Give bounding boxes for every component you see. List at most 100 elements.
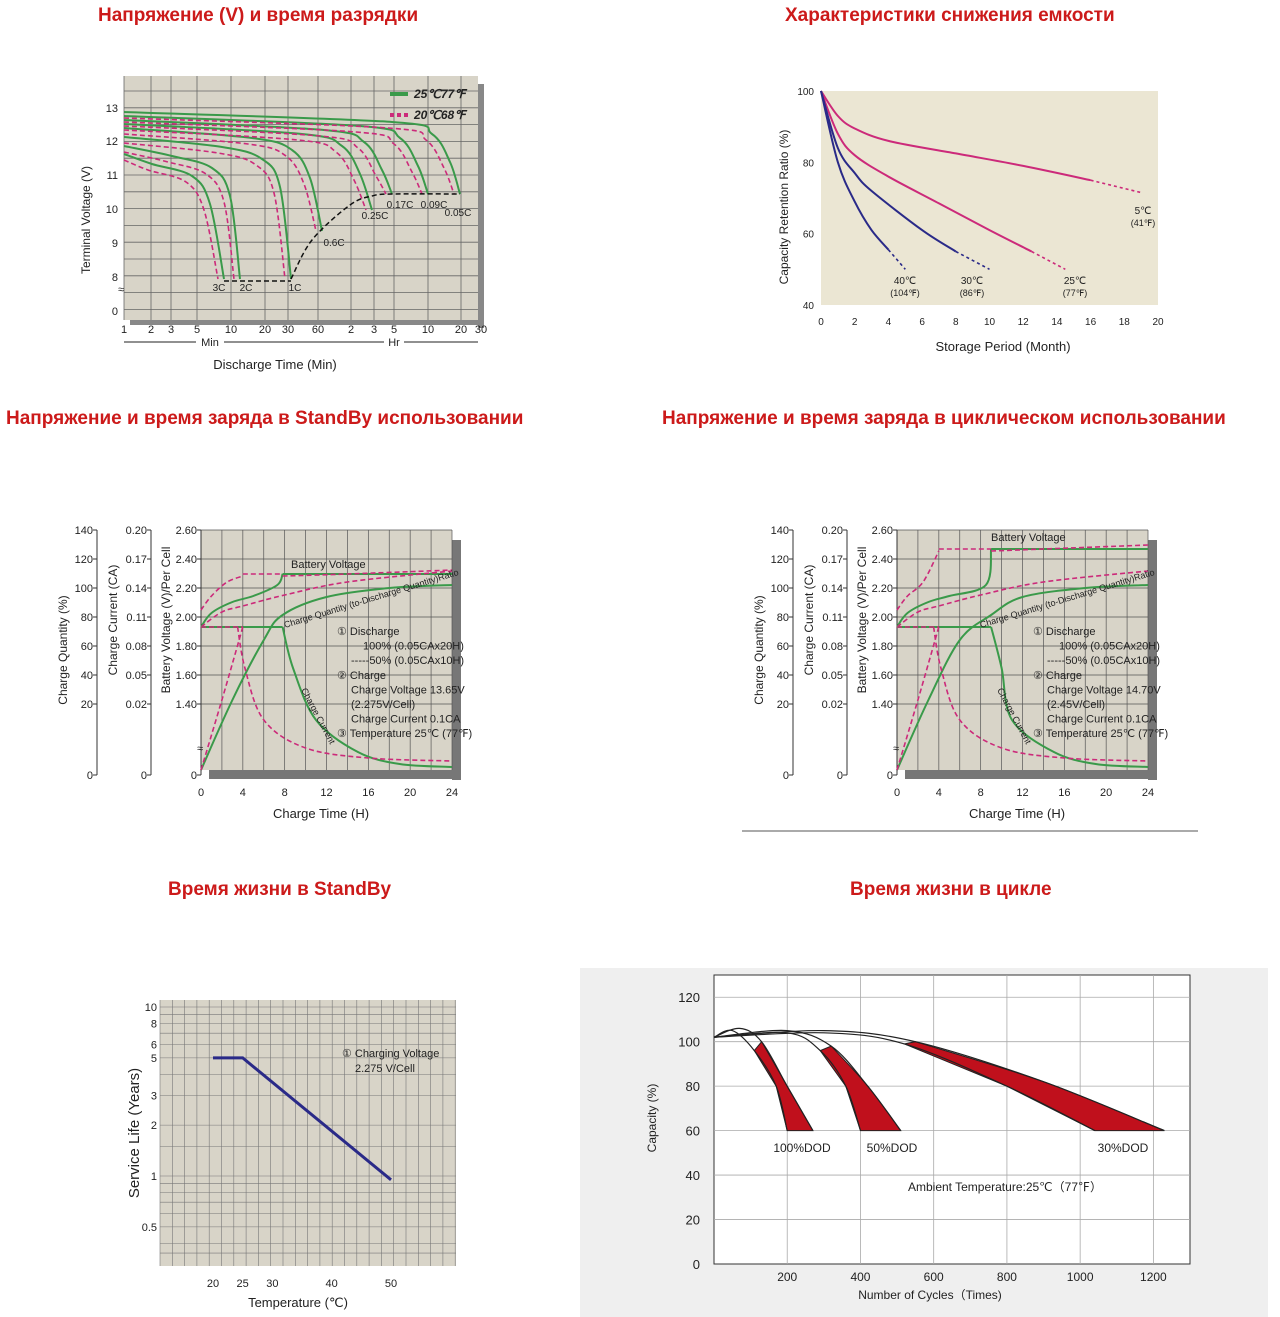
cyclic-charge-quantity-50-curve	[896, 570, 1149, 628]
cyclic-charge-voltage-50-curve	[896, 550, 940, 611]
cyclic-charge-y-tick-label: 0.05	[822, 670, 843, 682]
cyclic-charge-note-line: Charge Voltage 14.70V	[1047, 684, 1161, 696]
standby-charge-y-tick-label: 0.14	[126, 583, 147, 595]
cycle-life-x-tick-label: 1000	[1067, 1270, 1094, 1284]
standby-charge-y-tick-label: 60	[81, 641, 93, 653]
discharge-y-tick-label: 10	[106, 204, 118, 216]
discharge-rate-label: 0.09C	[421, 200, 448, 211]
discharge-series-3C-25c	[123, 153, 225, 280]
cyclic-charge-y-tick-label: 80	[777, 612, 789, 624]
standby-charge-note-line: (2.275V/Cell)	[351, 699, 415, 711]
cyclic-charge-voltage-100-curve	[896, 548, 993, 628]
discharge-x-tick-label: 10	[225, 324, 237, 336]
standby-life-y-tick-label: 1	[151, 1171, 157, 1183]
cyclic-charge-axis-break: ≈	[893, 743, 899, 755]
standby-charge-x-tick-label: 12	[320, 787, 332, 799]
cyclic-charge-x-tick-label: 20	[1100, 787, 1112, 799]
standby-charge-y-tick-label: 0.20	[126, 525, 147, 537]
capacity-y-axis-label: Capacity Retention Ratio (%)	[777, 130, 791, 285]
discharge-y-axis-label: Terminal Voltage (V)	[79, 166, 93, 274]
standby-life-note-1: ① Charging Voltage	[342, 1048, 439, 1060]
discharge-rate-label: 0.6C	[323, 238, 344, 249]
cycle-life-x-tick-label: 400	[850, 1270, 870, 1284]
cycle-life-series-label: 50%DOD	[867, 1141, 918, 1155]
cycle-life-lower-30%DOD	[713, 1032, 1096, 1132]
cyclic-charge-note-line: ③ Temperature 25℃ (77℉)	[1033, 728, 1168, 740]
discharge-shadow	[130, 320, 484, 325]
cyclic-charge-note-line: Charge Current 0.1CA	[1047, 714, 1157, 726]
standby-charge-y-tick-label: 1.80	[176, 641, 197, 653]
capacity-x-tick-label: 4	[886, 317, 892, 328]
discharge-series-2C-20c	[123, 151, 235, 280]
cycle-life-y-tick-label: 120	[678, 990, 700, 1005]
capacity-series-dotted	[955, 250, 990, 271]
discharge-series-1C-25c	[123, 136, 292, 280]
discharge-y-tick-label: 9	[112, 238, 118, 250]
capacity-series-5℃	[820, 90, 1091, 182]
standby-charge-shadow	[452, 540, 461, 780]
cycle-life-y-tick-label: 60	[686, 1124, 700, 1139]
title-standby-charge: Напряжение и время заряда в StandBy испо…	[6, 408, 524, 429]
discharge-rate-label: 1C	[289, 283, 302, 294]
discharge-x-tick-label: 3	[168, 324, 174, 336]
capacity-series-sublabel: (86℉)	[960, 288, 985, 298]
capacity-x-tick-label: 10	[984, 317, 996, 328]
cyclic-charge-y-tick-label: 2.60	[872, 525, 893, 537]
cyclic-charge-y-tick-label: 2.00	[872, 612, 893, 624]
cyclic-charge-x-tick-label: 24	[1142, 787, 1154, 799]
discharge-x-axis-label: Discharge Time (Min)	[213, 357, 337, 372]
standby-charge-x-tick-label: 0	[198, 787, 204, 799]
standby-life-x-tick-label: 40	[326, 1278, 338, 1290]
cyclic-charge-y-tick-label: 140	[771, 525, 789, 537]
capacity-x-tick-label: 2	[852, 317, 858, 328]
standby-charge-shadow	[209, 770, 460, 779]
standby-life-x-tick-label: 25	[237, 1278, 249, 1290]
standby-charge-y-tick-label: 0.02	[126, 699, 147, 711]
capacity-x-tick-label: 8	[953, 317, 959, 328]
cyclic-charge-y-tick-label: 0.11	[822, 612, 843, 624]
cyclic-charge-y-tick-label: 1.60	[872, 670, 893, 682]
discharge-x-tick-label: 1	[121, 324, 127, 336]
cyclic-charge-voltage-50-tail	[991, 544, 1149, 552]
cycle-life-x-axis-label: Number of Cycles（Times)	[858, 1288, 1002, 1302]
discharge-x-tick-label: 3	[371, 324, 377, 336]
cyclic-charge-y-axis-label-current: Charge Current (CA)	[802, 565, 816, 676]
standby-charge-x-tick-label: 8	[282, 787, 288, 799]
discharge-series-0.05C-25c	[123, 111, 461, 195]
discharge-x-tick-label: 20	[455, 324, 467, 336]
standby-charge-y-tick-label: 1.40	[176, 699, 197, 711]
standby-charge-x-tick-label: 4	[240, 787, 246, 799]
standby-life-y-tick-label: 0.5	[142, 1222, 157, 1234]
discharge-series-0.09C-25c	[123, 115, 429, 195]
standby-charge-y-tick-label: 0.11	[126, 612, 147, 624]
cyclic-charge-y-tick-label: 0.14	[822, 583, 843, 595]
standby-charge-y-tick-label: 2.20	[176, 583, 197, 595]
standby-charge-label-battery-voltage: Battery Voltage	[291, 559, 366, 571]
cyclic-charge-note-line: -----50% (0.05CAx10H)	[1047, 655, 1160, 667]
discharge-series-3C-20c	[123, 159, 219, 280]
cyclic-charge-y-axis-label-quantity: Charge Quantity (%)	[752, 595, 766, 704]
discharge-unit-hr-label: Hr	[388, 337, 400, 349]
standby-charge-y-tick-label: 1.60	[176, 670, 197, 682]
standby-life-x-tick-label: 30	[266, 1278, 278, 1290]
standby-charge-y-tick-label: 100	[75, 583, 93, 595]
standby-charge-y-tick-label: 2.00	[176, 612, 197, 624]
standby-life-x-tick-label: 20	[207, 1278, 219, 1290]
standby-life-y-tick-label: 10	[145, 1002, 157, 1014]
standby-charge-x-tick-label: 24	[446, 787, 458, 799]
cyclic-charge-shadow	[1148, 540, 1157, 780]
standby-charge-y-tick-label: 140	[75, 525, 93, 537]
discharge-shadow	[478, 84, 484, 328]
standby-life-y-tick-label: 3	[151, 1090, 157, 1102]
cyclic-charge-label-battery-voltage: Battery Voltage	[991, 532, 1066, 544]
standby-life-y-tick-label: 2	[151, 1120, 157, 1132]
cyclic-charge-note-line: 100% (0.05CAx20H)	[1059, 641, 1160, 653]
cyclic-charge-x-axis-label: Charge Time (H)	[969, 806, 1065, 821]
capacity-x-tick-label: 12	[1018, 317, 1030, 328]
standby-charge-y-axis-label-quantity: Charge Quantity (%)	[56, 595, 70, 704]
cycle-life-y-tick-label: 80	[686, 1079, 700, 1094]
discharge-legend-label-20c: 20℃68℉	[413, 108, 468, 122]
cyclic-charge-y-axis-label-voltage: Battery Voltage (V)/Per Cell	[855, 547, 869, 694]
discharge-series-0.17C-25c	[123, 119, 393, 195]
